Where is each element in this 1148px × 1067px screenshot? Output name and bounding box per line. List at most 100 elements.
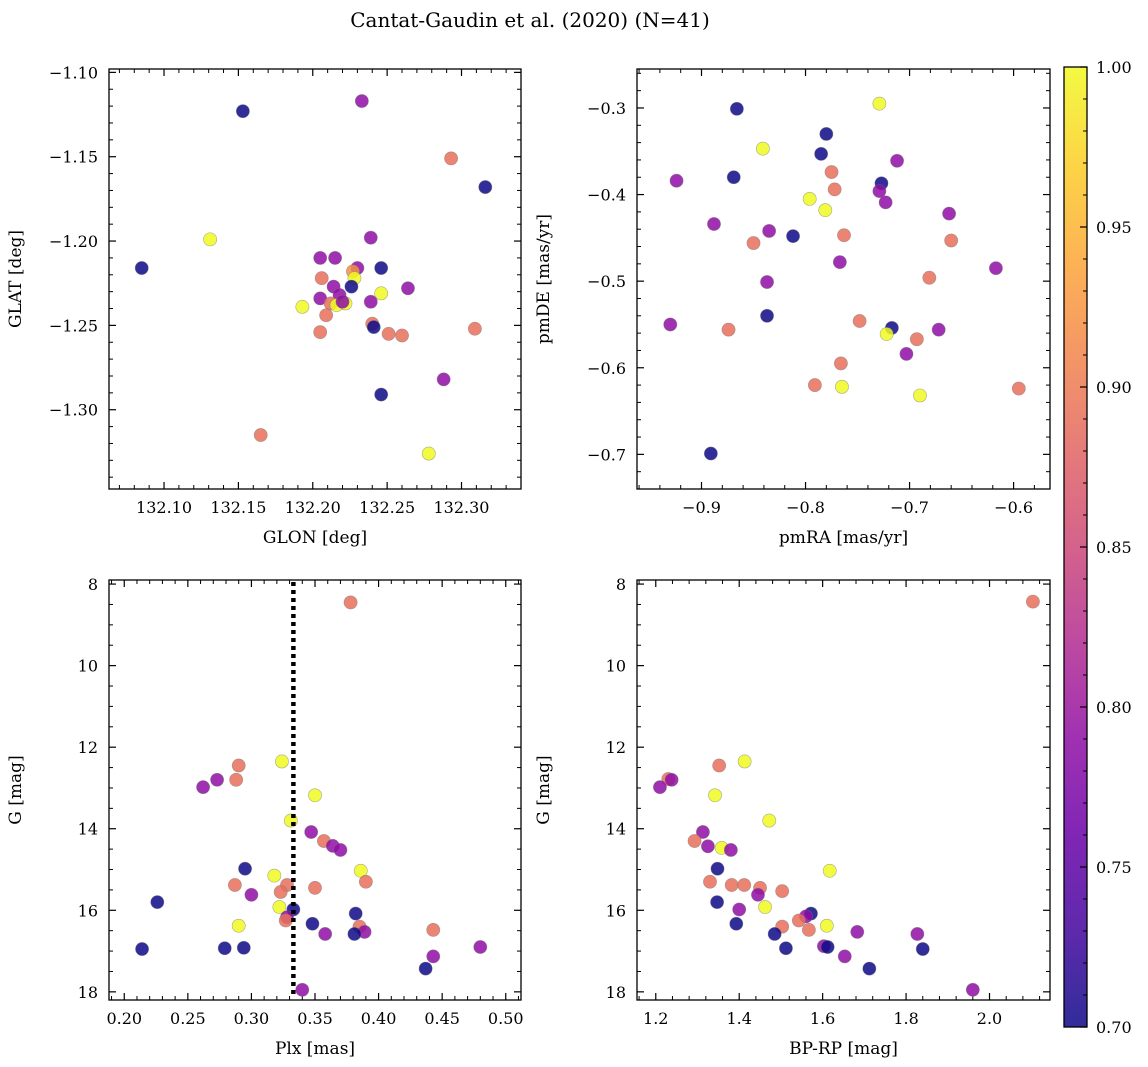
data-point xyxy=(703,446,718,461)
x-tick-label: 2.0 xyxy=(977,1009,1002,1028)
axes-frame xyxy=(108,68,522,490)
colorbar-tick-label: 0.90 xyxy=(1096,378,1132,397)
data-point xyxy=(273,885,288,899)
data-point xyxy=(746,236,761,250)
data-point xyxy=(231,758,246,773)
y-tick-label: −1.20 xyxy=(49,232,98,251)
data-point xyxy=(723,843,738,857)
data-point xyxy=(444,151,458,166)
y-tick-label: 16 xyxy=(606,901,626,920)
data-point xyxy=(426,949,441,964)
data-point xyxy=(760,275,774,289)
y-tick-label: 18 xyxy=(78,983,98,1002)
data-point xyxy=(374,286,389,301)
data-point xyxy=(732,902,747,917)
data-point xyxy=(879,327,894,341)
data-point xyxy=(236,940,251,955)
y-tick-label: 12 xyxy=(606,738,626,757)
y-tick-label: 12 xyxy=(78,738,98,757)
data-point xyxy=(872,184,887,199)
data-point xyxy=(899,347,914,361)
data-point xyxy=(272,900,287,914)
data-point xyxy=(827,182,842,197)
y-tick-label: −0.3 xyxy=(587,99,626,118)
data-point xyxy=(426,922,441,937)
data-point xyxy=(807,378,822,392)
x-tick-label: 0.35 xyxy=(297,1009,333,1028)
data-point xyxy=(1025,594,1040,609)
data-point xyxy=(931,322,946,337)
data-point xyxy=(762,813,777,828)
data-point xyxy=(395,328,409,343)
data-point xyxy=(758,900,772,914)
data-point xyxy=(305,916,320,931)
data-point xyxy=(779,941,793,956)
x-tick-label: 1.8 xyxy=(893,1009,918,1028)
x-tick-label: 1.4 xyxy=(726,1009,751,1028)
data-point xyxy=(802,191,817,206)
data-point xyxy=(253,428,268,442)
data-point xyxy=(374,261,389,275)
x-tick-label: 132.15 xyxy=(210,498,266,517)
data-point xyxy=(814,146,829,161)
data-point xyxy=(354,94,369,108)
x-axis-label: BP-RP [mag] xyxy=(789,1039,898,1059)
data-point xyxy=(210,772,224,787)
data-point xyxy=(421,446,436,461)
data-point xyxy=(767,927,782,941)
data-point xyxy=(696,825,710,839)
data-point xyxy=(820,940,835,954)
data-point xyxy=(710,861,725,876)
data-point xyxy=(134,261,149,275)
x-tick-label: 0.50 xyxy=(488,1009,524,1028)
data-point xyxy=(707,217,721,231)
y-tick-label: 14 xyxy=(78,820,98,839)
data-point xyxy=(295,299,310,314)
data-point xyxy=(238,861,252,876)
data-point xyxy=(664,772,679,787)
x-axis-label: pmRA [mas/yr] xyxy=(779,528,908,548)
data-point xyxy=(295,982,310,997)
x-tick-label: 0.20 xyxy=(106,1009,142,1028)
data-point xyxy=(196,780,210,795)
data-point xyxy=(348,906,363,921)
data-point xyxy=(890,153,904,168)
scatter-panel-1: 132.10 132.15 132.20 132.25 132.30 −1.30 −1.25… xyxy=(6,63,522,548)
data-point xyxy=(478,180,493,194)
y-axis-label: GLAT [deg] xyxy=(6,230,26,328)
data-point xyxy=(786,229,800,244)
data-point xyxy=(944,233,959,248)
data-point xyxy=(878,195,893,210)
x-tick-label: 0.40 xyxy=(361,1009,397,1028)
data-point xyxy=(712,758,727,773)
x-tick-label: 132.10 xyxy=(136,498,192,517)
data-point xyxy=(824,165,839,179)
colorbar-tick-label: 0.85 xyxy=(1096,538,1132,557)
y-axis-label: G [mag] xyxy=(6,755,26,824)
colorbar-tick-label: 1.00 xyxy=(1096,58,1132,77)
y-axis-label: G [mag] xyxy=(534,755,554,824)
colorbar-tick-label: 0.75 xyxy=(1096,858,1132,877)
data-point xyxy=(710,895,724,910)
data-point xyxy=(989,261,1003,276)
data-point xyxy=(762,224,777,238)
data-point xyxy=(922,270,937,285)
data-point xyxy=(791,913,806,928)
data-point xyxy=(737,754,752,769)
scatter-points xyxy=(134,94,493,461)
data-point xyxy=(910,927,925,941)
data-point xyxy=(319,308,334,323)
data-point xyxy=(837,228,851,243)
data-point xyxy=(229,772,244,787)
data-point xyxy=(837,949,852,964)
data-point xyxy=(942,206,956,221)
y-tick-label: 10 xyxy=(78,657,98,676)
scatter-panels: 132.10 132.15 132.20 132.25 132.30 −1.30 −1.25… xyxy=(6,63,1051,1059)
data-point xyxy=(726,170,741,185)
figure-title: Cantat-Gaudin et al. (2020) (N=41) xyxy=(350,8,710,32)
y-tick-label: 18 xyxy=(606,983,626,1002)
data-point xyxy=(775,884,790,899)
y-tick-label: 14 xyxy=(606,820,626,839)
x-tick-label: 0.25 xyxy=(170,1009,206,1028)
